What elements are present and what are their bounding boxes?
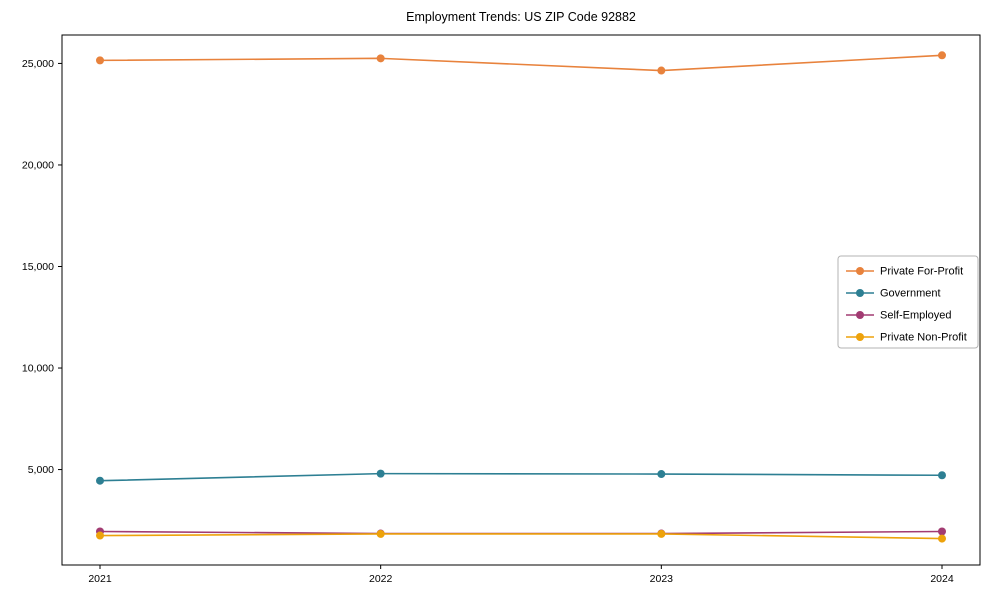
legend-box: [837, 255, 979, 349]
series-line-government: [99, 472, 943, 482]
y-tick-label: 20,000: [22, 159, 54, 171]
data-point-marker: [96, 531, 104, 540]
legend-swatch-marker: [856, 267, 864, 275]
data-point-marker: [938, 471, 946, 480]
data-point-marker: [657, 470, 666, 479]
series-line-private-for-profit: [99, 54, 943, 72]
legend-swatch-marker: [856, 289, 864, 297]
y-tick-label: 5,000: [28, 464, 54, 476]
y-tick-label: 15,000: [22, 261, 54, 273]
y-tick-label: 10,000: [22, 363, 54, 375]
legend-label: Private Non-Profit: [880, 332, 967, 344]
plot-border: [61, 34, 981, 566]
legend-swatch-marker: [856, 333, 864, 341]
legend-label: Private For-Profit: [880, 266, 963, 278]
data-point-marker: [938, 51, 946, 60]
data-point-marker: [96, 476, 104, 485]
plot-area: 5,000 10,000 15,000 20,000 25,000 2021 2022 202…: [22, 34, 981, 585]
data-point-marker: [376, 54, 385, 63]
legend-label: Government: [880, 288, 941, 300]
x-tick-label: 2024: [930, 573, 954, 585]
data-point-marker: [938, 534, 946, 543]
legend-swatch-marker: [856, 311, 864, 319]
chart-title: Employment Trends: US ZIP Code 92882: [406, 10, 636, 24]
y-tick-label: 25,000: [22, 58, 54, 70]
data-point-marker: [657, 66, 666, 75]
data-point-marker: [376, 529, 385, 538]
x-tick-label: 2022: [369, 573, 393, 585]
data-point-marker: [96, 56, 104, 65]
x-tick-label: 2023: [650, 573, 674, 585]
legend-label: Self-Employed: [880, 310, 952, 322]
data-point-marker: [938, 527, 946, 536]
series-line-private-non-profit: [99, 533, 943, 540]
x-tick-label: 2021: [88, 573, 112, 585]
data-point-marker: [376, 469, 385, 478]
data-point-marker: [657, 529, 666, 538]
